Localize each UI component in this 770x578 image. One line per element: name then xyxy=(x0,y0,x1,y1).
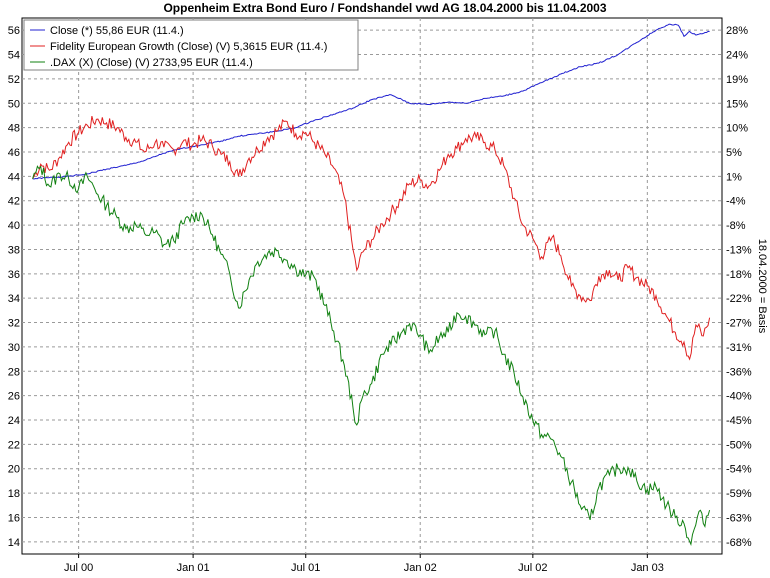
left-tick-label: 52 xyxy=(8,74,20,86)
chart-title: Oppenheim Extra Bond Euro / Fondshandel … xyxy=(163,1,607,15)
left-tick-label: 22 xyxy=(8,439,20,451)
left-tick-label: 26 xyxy=(8,391,20,403)
legend-item-dax: .DAX (X) (Close) (V) 2733,95 EUR (11.4.) xyxy=(50,57,253,69)
right-tick-label: -18% xyxy=(726,269,752,281)
right-tick-label: 28% xyxy=(726,25,748,37)
right-tick-label: -59% xyxy=(726,488,752,500)
legend-box xyxy=(23,19,359,71)
series-line-0 xyxy=(32,23,710,180)
plot-area xyxy=(21,17,723,555)
right-tick-label: -36% xyxy=(726,366,752,378)
left-tick-label: 40 xyxy=(8,220,20,232)
right-tick-label: -31% xyxy=(726,342,752,354)
right-tick-label: -68% xyxy=(726,537,752,549)
left-tick-label: 36 xyxy=(8,269,20,281)
x-tick-label: Jan 02 xyxy=(404,562,437,574)
left-tick-label: 24 xyxy=(8,415,20,427)
right-tick-label: -8% xyxy=(726,220,746,232)
left-tick-label: 42 xyxy=(8,196,20,208)
left-tick-label: 34 xyxy=(8,293,20,305)
x-tick-label: Jul 02 xyxy=(518,562,547,574)
x-tick-label: Jan 03 xyxy=(631,562,664,574)
axis-ticks: 56 28% 54 24% 52 19% 50 15% 48 10% 46 5% 44 1% 42 -4% 40… xyxy=(8,25,752,574)
left-tick-label: 32 xyxy=(8,318,20,330)
left-tick-label: 14 xyxy=(8,537,20,549)
right-tick-label: 19% xyxy=(726,74,748,86)
right-tick-label: -63% xyxy=(726,512,752,524)
legend-item-fidelity: Fidelity European Growth (Close) (V) 5,3… xyxy=(50,41,327,53)
series-lines xyxy=(32,23,711,547)
left-tick-label: 46 xyxy=(8,147,20,159)
left-tick-label: 28 xyxy=(8,366,20,378)
right-tick-label: 15% xyxy=(726,98,748,110)
right-tick-label: -13% xyxy=(726,244,752,256)
left-tick-label: 30 xyxy=(8,342,20,354)
right-tick-label: 1% xyxy=(726,171,742,183)
right-tick-label: -27% xyxy=(726,318,752,330)
left-tick-label: 20 xyxy=(8,464,20,476)
right-tick-label: 24% xyxy=(726,50,748,62)
right-tick-label: -40% xyxy=(726,391,752,403)
left-tick-label: 50 xyxy=(8,98,20,110)
left-tick-label: 18 xyxy=(8,488,20,500)
series-line-2 xyxy=(32,165,711,547)
right-axis-label: 18.04.2000 = Basis xyxy=(756,239,768,334)
left-tick-label: 54 xyxy=(8,50,20,62)
right-tick-label: -45% xyxy=(726,415,752,427)
x-tick-label: Jan 01 xyxy=(177,562,210,574)
left-tick-label: 16 xyxy=(8,512,20,524)
right-tick-label: 10% xyxy=(726,123,748,135)
x-tick-label: Jul 01 xyxy=(291,562,320,574)
right-tick-label: -4% xyxy=(726,196,746,208)
left-tick-label: 44 xyxy=(8,171,20,183)
right-tick-label: 5% xyxy=(726,147,742,159)
left-tick-label: 38 xyxy=(8,244,20,256)
right-tick-label: -22% xyxy=(726,293,752,305)
right-tick-label: -50% xyxy=(726,439,752,451)
legend: Close (*) 55,86 EUR (11.4.) Fidelity Eur… xyxy=(23,19,359,71)
left-tick-label: 56 xyxy=(8,25,20,37)
series-line-1 xyxy=(32,115,711,361)
legend-item-close: Close (*) 55,86 EUR (11.4.) xyxy=(50,25,184,37)
right-tick-label: -54% xyxy=(726,464,752,476)
x-tick-label: Jul 00 xyxy=(64,562,93,574)
left-tick-label: 48 xyxy=(8,123,20,135)
